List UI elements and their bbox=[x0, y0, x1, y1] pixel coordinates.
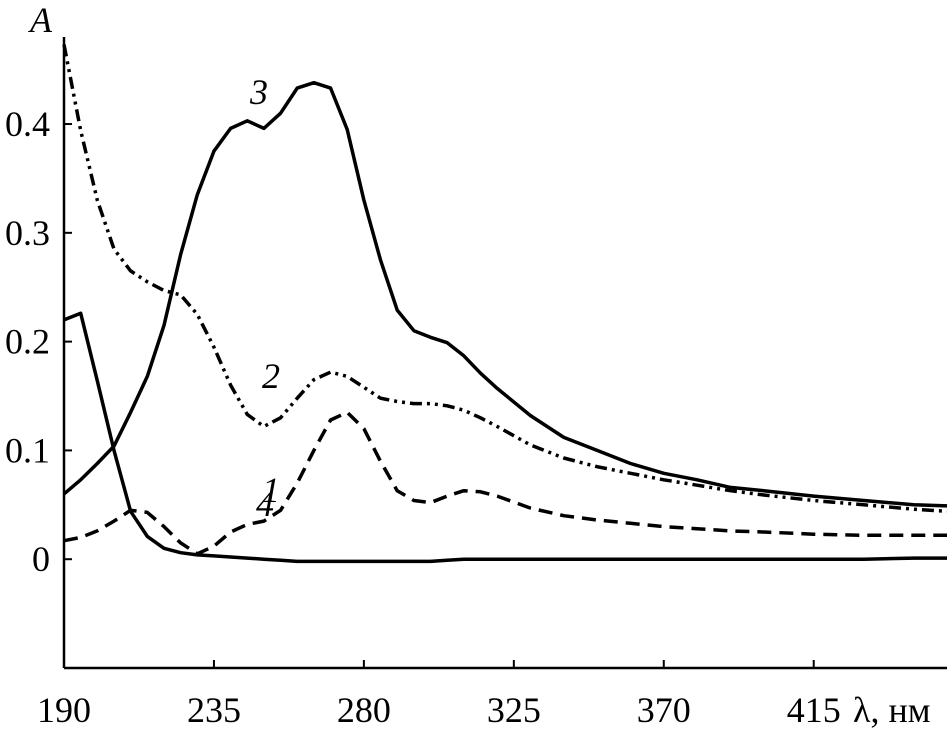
x-tick-label: 190 bbox=[37, 690, 91, 730]
x-tick-label: 415 bbox=[787, 690, 841, 730]
x-axis-label: λ, нм bbox=[853, 690, 931, 730]
series-line bbox=[63, 311, 947, 564]
series-line bbox=[62, 80, 948, 508]
x-tick-label: 325 bbox=[487, 690, 541, 730]
y-axis-label: A bbox=[28, 0, 53, 40]
y-tick-label: 0.1 bbox=[5, 430, 50, 470]
y-tick-label: 0.2 bbox=[5, 322, 50, 362]
series-label: 2 bbox=[262, 356, 280, 396]
series-label: 3 bbox=[249, 72, 268, 112]
x-tick-label: 235 bbox=[187, 690, 241, 730]
series-label: 4 bbox=[256, 484, 274, 524]
y-tick-label: 0 bbox=[32, 539, 50, 579]
x-tick-label: 370 bbox=[637, 690, 691, 730]
series-line bbox=[63, 410, 947, 556]
y-tick-label: 0.3 bbox=[5, 213, 50, 253]
y-tick-label: 0.4 bbox=[5, 104, 50, 144]
x-tick-label: 280 bbox=[337, 690, 391, 730]
series-line bbox=[62, 44, 948, 514]
series-label: 1 bbox=[262, 470, 280, 510]
